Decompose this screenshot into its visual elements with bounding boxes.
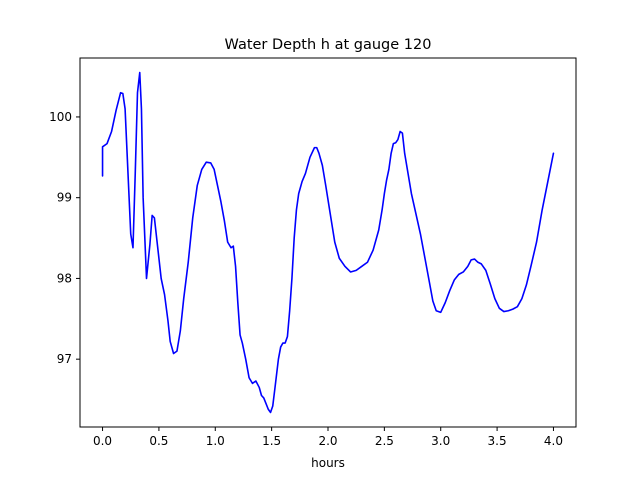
series-line xyxy=(101,71,555,414)
x-tick-label: 2.5 xyxy=(375,434,394,448)
x-tick-label: 2.0 xyxy=(318,434,337,448)
x-tick-label: 1.0 xyxy=(206,434,225,448)
chart-title: Water Depth h at gauge 120 xyxy=(225,37,432,53)
x-axis: 0.0 0.5 1.0 1.5 2.0 2.5 3.0 3.5 4.0 xyxy=(93,427,563,448)
x-tick-label: 1.5 xyxy=(262,434,281,448)
y-tick-label: 100 xyxy=(49,110,72,124)
y-axis: 97 98 99 100 xyxy=(49,110,80,366)
x-tick-label: 3.0 xyxy=(431,434,450,448)
x-tick-label: 3.5 xyxy=(488,434,507,448)
x-tick-label: 0.5 xyxy=(149,434,168,448)
y-tick-label: 99 xyxy=(57,191,72,205)
y-tick-label: 97 xyxy=(57,352,72,366)
x-tick-label: 0.0 xyxy=(93,434,112,448)
x-axis-label: hours xyxy=(311,456,345,470)
y-tick-label: 98 xyxy=(57,271,72,285)
x-tick-label: 4.0 xyxy=(544,434,563,448)
